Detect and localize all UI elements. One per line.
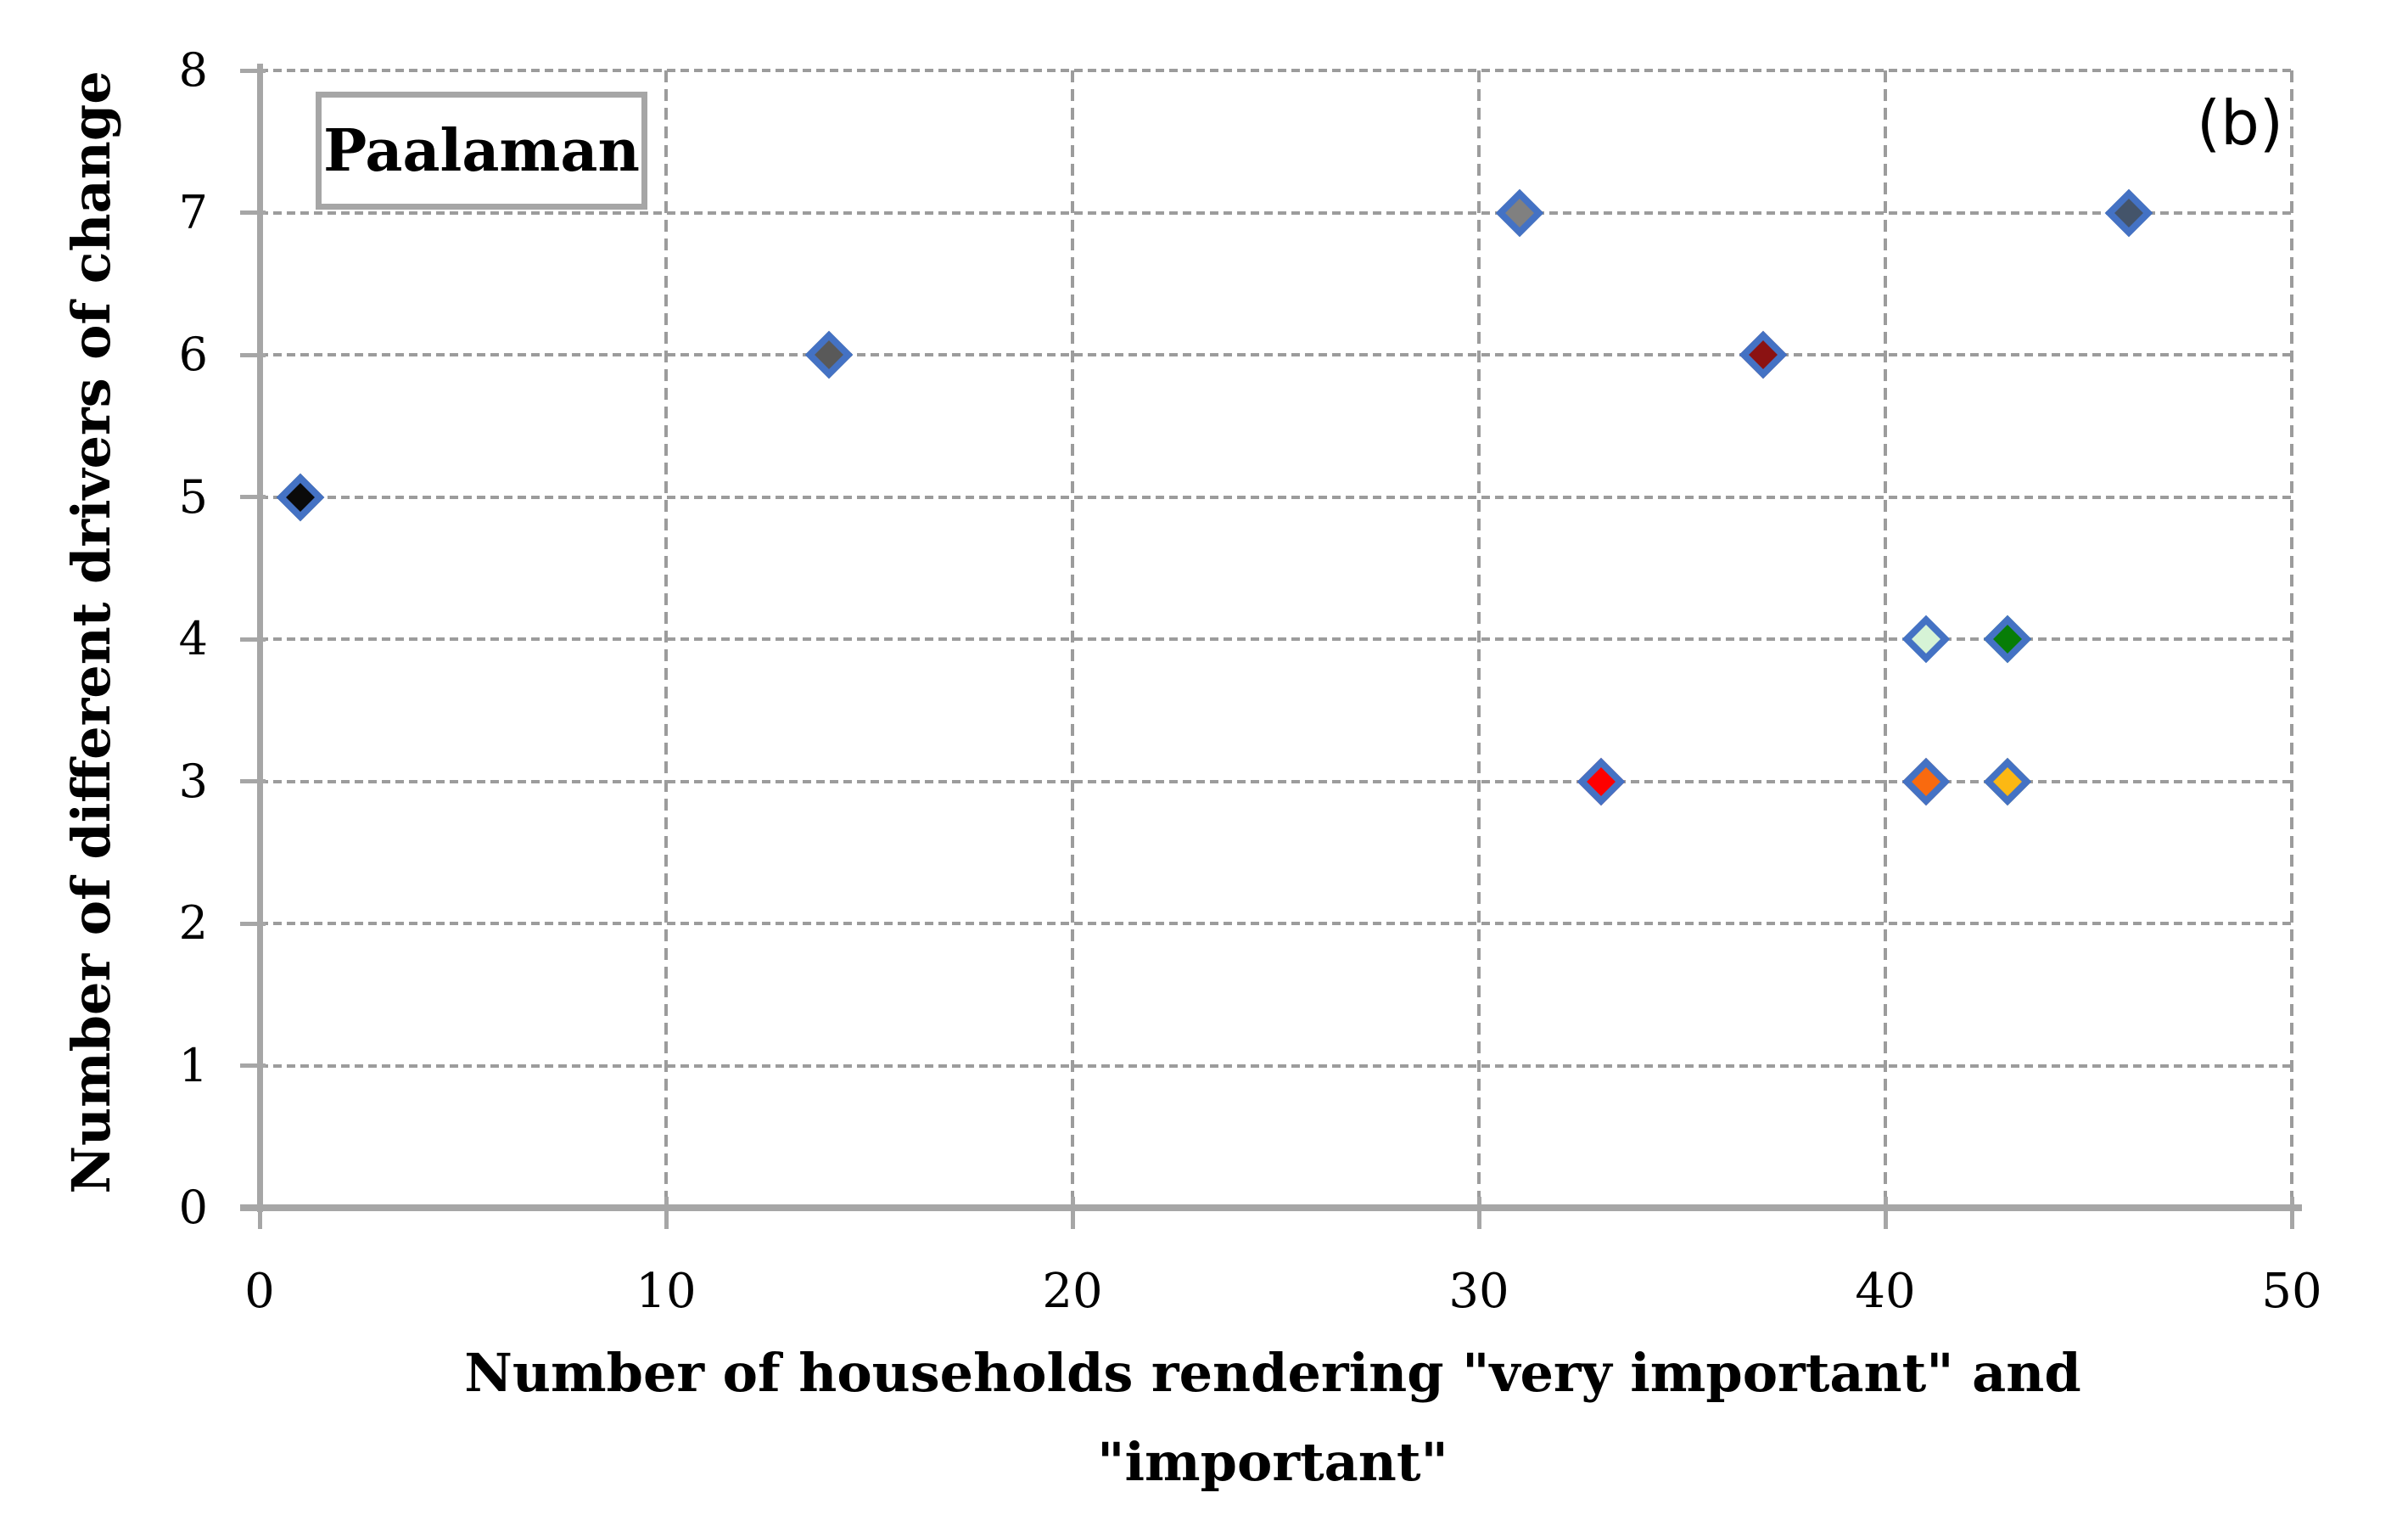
- data-point-dark-red: [1739, 330, 1788, 379]
- y-tick-label-7: 7: [178, 185, 208, 239]
- y-tick-mark-6: [240, 352, 266, 357]
- x-tick-label-0: 0: [244, 1264, 275, 1319]
- y-tick-mark-7: [240, 210, 266, 215]
- y-tick-mark-1: [240, 1063, 266, 1068]
- x-tick-mark-10: [664, 1197, 669, 1229]
- x-tick-label-30: 30: [1448, 1264, 1509, 1319]
- data-point-red: [1576, 757, 1625, 805]
- y-tick-label-1: 1: [178, 1038, 208, 1092]
- y-tick-label-5: 5: [178, 469, 208, 524]
- gridline-x-30: [1477, 70, 1481, 1208]
- data-point-orange: [1901, 757, 1951, 805]
- data-point-slate-blue-gray: [2105, 188, 2153, 237]
- data-point-pale-green: [1901, 614, 1951, 664]
- x-tick-label-50: 50: [2261, 1264, 2322, 1319]
- y-tick-label-3: 3: [178, 754, 208, 808]
- data-point-gray: [1495, 188, 1544, 237]
- x-axis-title: Number of households rendering "very imp…: [255, 1328, 2291, 1507]
- x-tick-label-40: 40: [1855, 1264, 1916, 1319]
- data-point-amber: [1983, 757, 2031, 805]
- x-tick-label-20: 20: [1042, 1264, 1103, 1319]
- data-point-dark-green: [1983, 614, 2031, 664]
- y-tick-mark-5: [240, 495, 266, 499]
- gridline-x-40: [1884, 70, 1887, 1208]
- gridline-y-5: [260, 495, 2292, 499]
- gridline-y-1: [260, 1063, 2292, 1068]
- data-point-black: [276, 473, 325, 521]
- gridline-x-50: [2290, 70, 2293, 1208]
- y-tick-label-8: 8: [178, 43, 208, 97]
- data-point-dark-gray: [804, 330, 853, 379]
- x-axis-title-line1: Number of households rendering "very imp…: [464, 1342, 2081, 1404]
- series-label: Paalaman: [323, 116, 640, 185]
- gridline-x-10: [664, 70, 668, 1208]
- y-tick-label-4: 4: [178, 612, 208, 665]
- y-tick-mark-2: [240, 921, 266, 926]
- gridline-y-2: [260, 922, 2292, 925]
- y-tick-label-2: 2: [178, 896, 208, 950]
- gridline-y-6: [260, 353, 2292, 356]
- x-tick-label-10: 10: [636, 1264, 697, 1319]
- y-tick-mark-3: [240, 779, 266, 783]
- x-tick-mark-0: [257, 1197, 262, 1229]
- x-tick-mark-20: [1070, 1197, 1075, 1229]
- x-axis-title-line2: "important": [1097, 1431, 1448, 1493]
- y-axis-line: [257, 64, 263, 1212]
- x-tick-mark-50: [2289, 1197, 2294, 1229]
- gridline-x-20: [1071, 70, 1074, 1208]
- y-tick-mark-8: [240, 68, 266, 73]
- x-tick-mark-40: [1883, 1197, 1888, 1229]
- panel-label: (b): [2197, 87, 2283, 159]
- gridline-y-4: [260, 637, 2292, 641]
- y-tick-label-6: 6: [178, 328, 208, 381]
- y-axis-title: Number of different drivers of change: [60, 70, 122, 1194]
- gridline-y-8: [260, 69, 2292, 72]
- gridline-y-7: [260, 210, 2292, 215]
- x-axis-line: [240, 1204, 2302, 1211]
- gridline-y-3: [260, 779, 2292, 783]
- y-tick-mark-4: [240, 637, 266, 642]
- y-tick-label-0: 0: [178, 1181, 208, 1234]
- series-label-box: Paalaman: [316, 92, 647, 210]
- x-tick-mark-30: [1476, 1197, 1481, 1229]
